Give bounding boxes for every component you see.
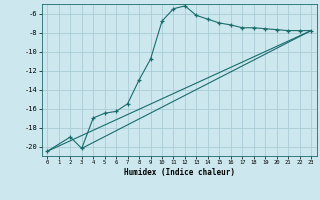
- X-axis label: Humidex (Indice chaleur): Humidex (Indice chaleur): [124, 168, 235, 177]
